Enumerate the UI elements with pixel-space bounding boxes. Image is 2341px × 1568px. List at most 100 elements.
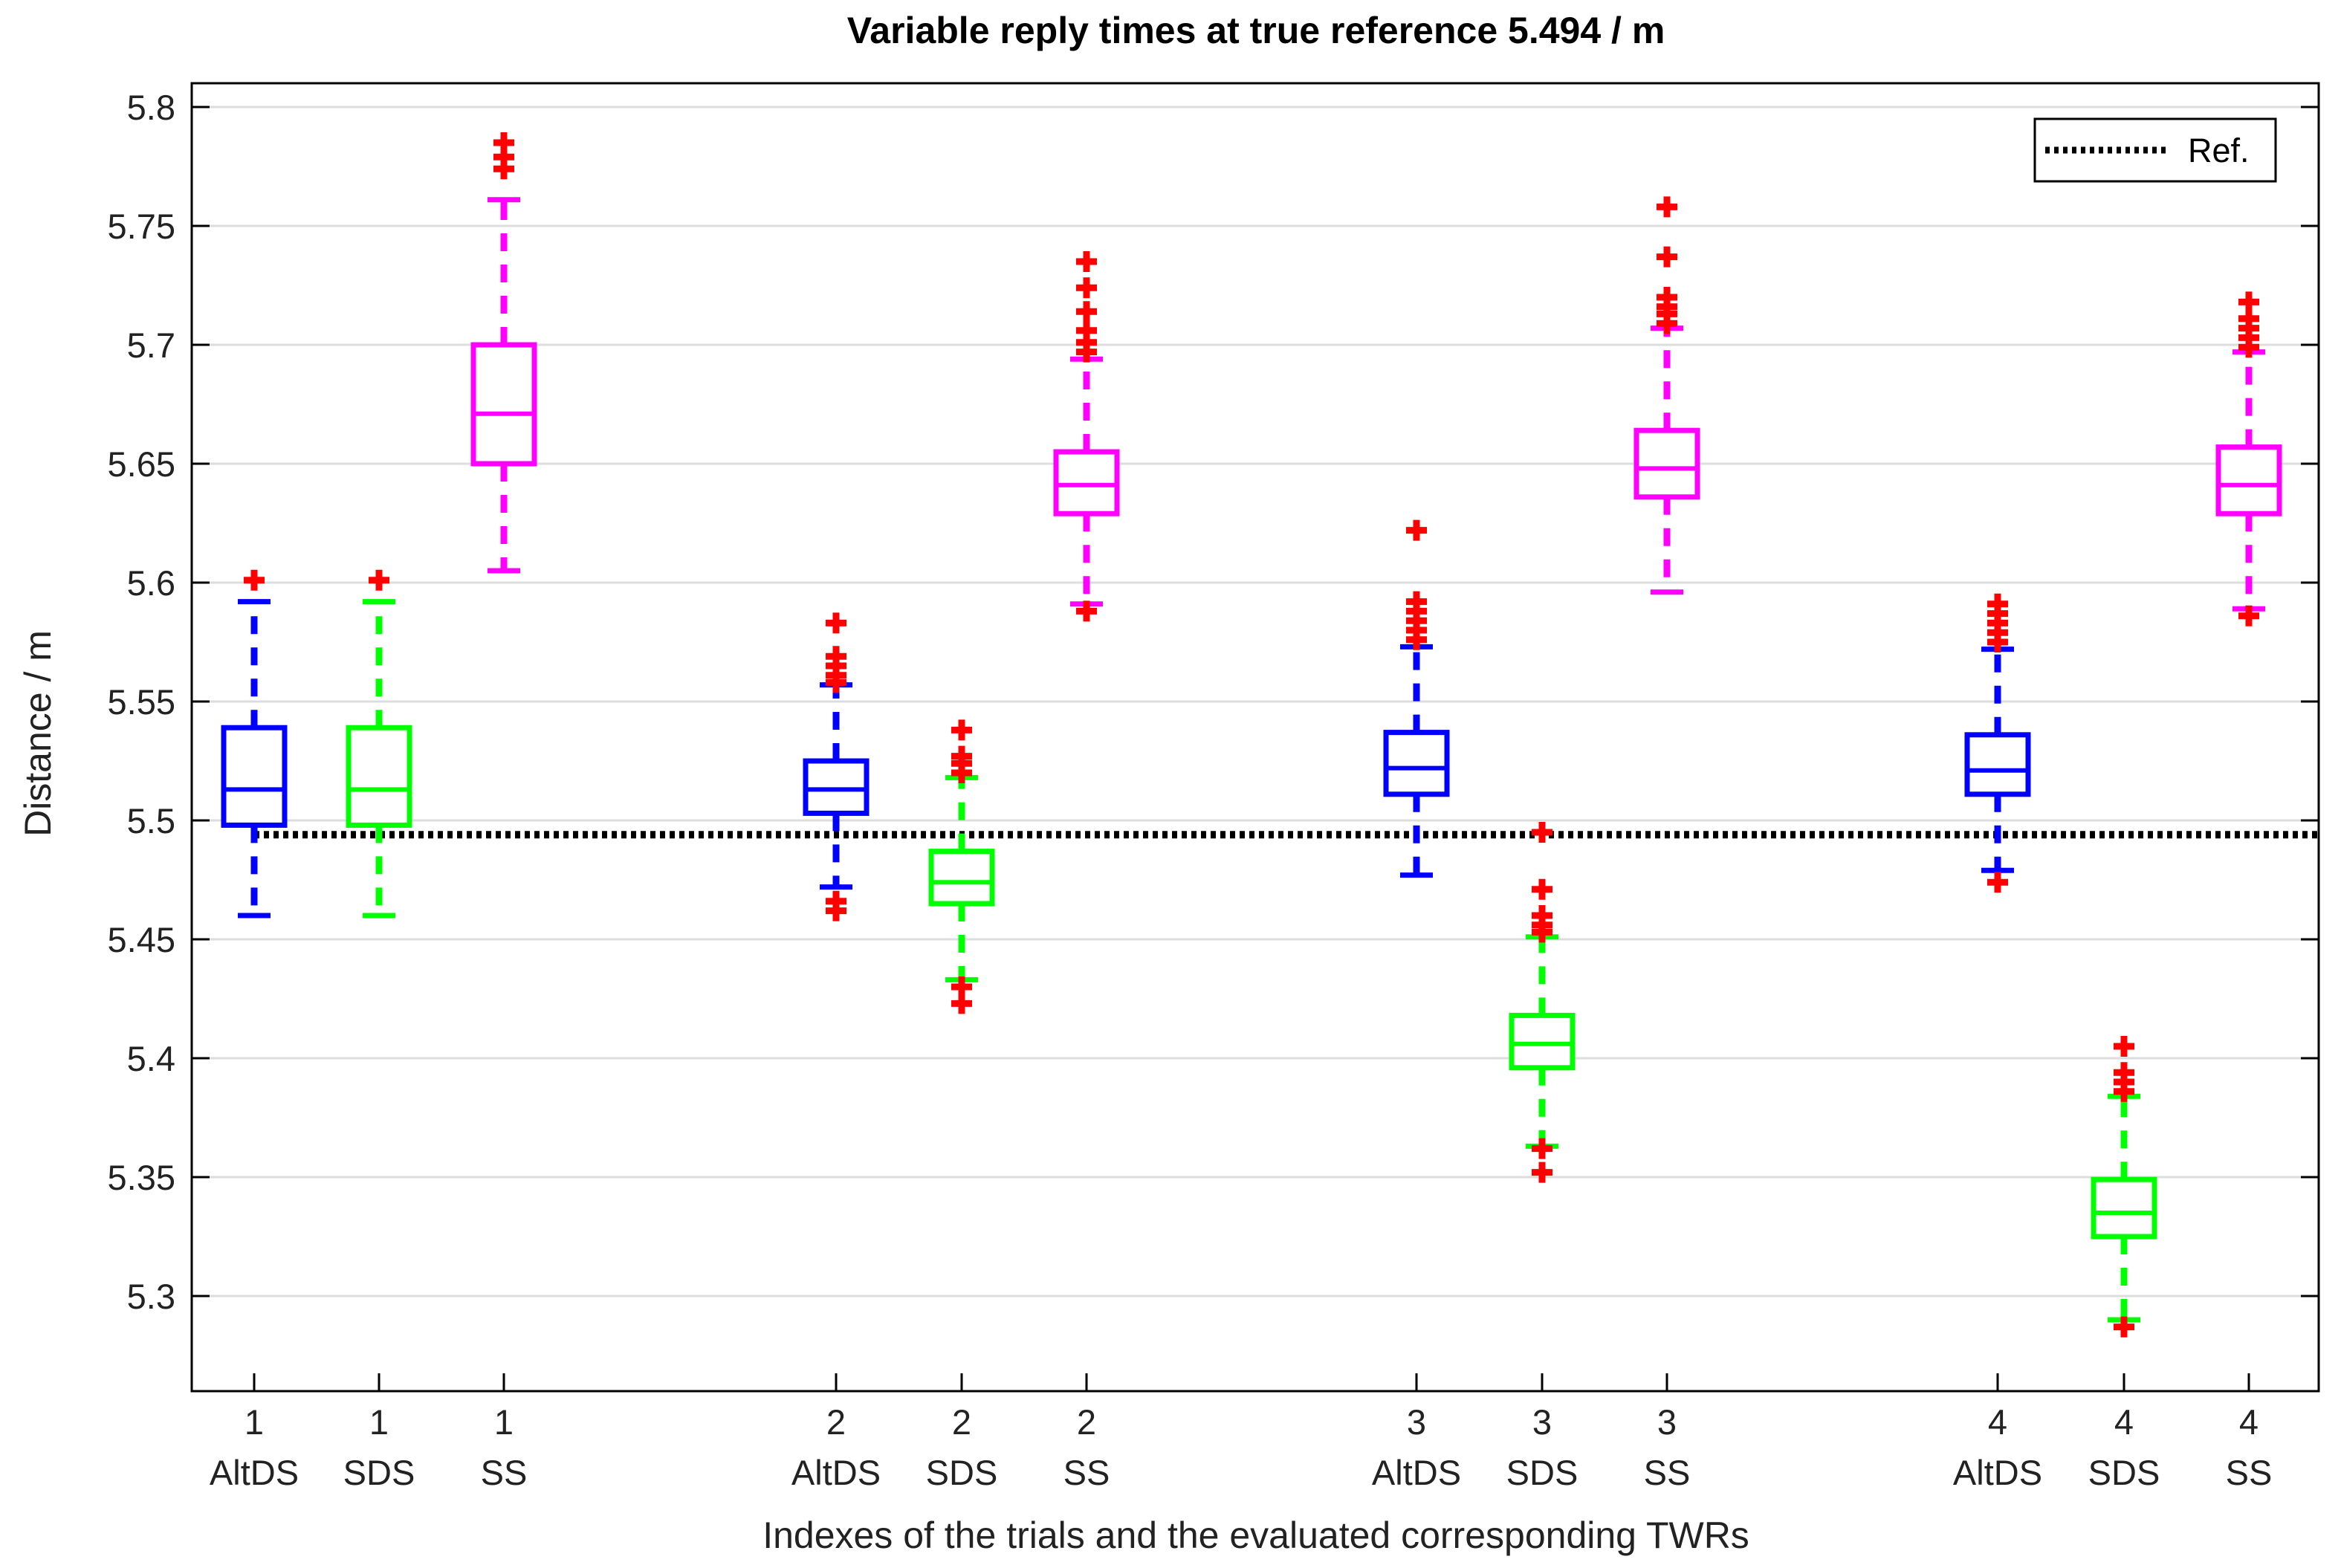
axes: 5.3 5.35 5.4 5.45 5.5 5.55 5.6 5.65 5.7 5.75 5.8 1 A… <box>108 82 2320 1492</box>
y-axis-label: Distance / m <box>17 630 59 837</box>
x-tick-label-trial: 2 <box>952 1402 971 1442</box>
x-tick-label-trial: 3 <box>1657 1402 1677 1442</box>
y-tick-label: 5.8 <box>127 88 175 127</box>
outlier-point <box>826 646 846 667</box>
y-tick-label: 5.4 <box>127 1039 175 1078</box>
outlier-point <box>826 890 846 912</box>
iqr-box <box>2215 444 2282 516</box>
x-tick-label-trial: 4 <box>1988 1402 2007 1442</box>
x-tick-label-method: SS <box>1644 1453 1691 1492</box>
y-tick-label: 5.7 <box>127 325 175 365</box>
x-tick-label-trial: 3 <box>1407 1402 1426 1442</box>
chart-title: Variable reply times at true reference 5… <box>847 10 1665 51</box>
outlier-point <box>1076 320 1097 341</box>
iqr-box <box>803 758 870 816</box>
iqr-box <box>221 725 288 828</box>
outlier-point <box>1076 600 1097 622</box>
legend-ref-label: Ref. <box>2188 132 2250 169</box>
x-tick-label-method: SDS <box>2088 1453 2160 1492</box>
iqr-box <box>1509 1012 1576 1071</box>
outlier-point <box>2114 1036 2134 1057</box>
box-3-altds <box>1383 519 1450 878</box>
x-axis-label: Indexes of the trials and the evaluated … <box>762 1514 1749 1556</box>
outlier-point <box>369 569 389 591</box>
iqr-box <box>928 849 995 907</box>
plot-frame <box>190 82 2320 1393</box>
x-tick-label-trial: 4 <box>2114 1402 2134 1442</box>
outlier-point <box>2114 1062 2134 1083</box>
x-tick-label-method: AltDS <box>1953 1453 2042 1492</box>
outlier-point <box>1657 287 1677 308</box>
iqr-box <box>2091 1176 2157 1240</box>
outlier-point <box>2114 1316 2134 1338</box>
outlier-point <box>2238 291 2259 313</box>
x-tick-label-method: SS <box>1063 1453 1110 1492</box>
iqr-box <box>346 725 412 828</box>
outlier-point <box>951 745 972 767</box>
outlier-point <box>1532 905 1552 926</box>
outlier-point <box>826 612 846 634</box>
x-tick-label-method: AltDS <box>791 1453 881 1492</box>
x-tick-label-trial: 1 <box>245 1402 264 1442</box>
y-tick-label: 5.45 <box>108 920 175 959</box>
x-tick-label-trial: 3 <box>1532 1402 1552 1442</box>
x-tick-label-trial: 2 <box>826 1402 846 1442</box>
iqr-box <box>1633 427 1700 500</box>
box-2-sds <box>928 719 995 1014</box>
outlier-point <box>1532 1138 1552 1159</box>
outlier-point <box>1532 822 1552 843</box>
outlier-point <box>1532 1162 1552 1183</box>
box-4-altds <box>1964 593 2031 893</box>
x-tick-label-trial: 1 <box>369 1402 389 1442</box>
outlier-point <box>951 976 972 997</box>
x-tick-label-method: SDS <box>926 1453 998 1492</box>
grid-lines <box>192 106 2319 1298</box>
outlier-point <box>1657 246 1677 268</box>
x-tick-label-method: SS <box>481 1453 528 1492</box>
outlier-point <box>951 719 972 741</box>
x-tick-label-trial: 2 <box>1077 1402 1096 1442</box>
x-tick-label-trial: 4 <box>2239 1402 2259 1442</box>
x-tick-label-trial: 1 <box>494 1402 514 1442</box>
outlier-point <box>244 569 265 591</box>
outlier-point <box>1076 277 1097 299</box>
iqr-box <box>470 342 537 467</box>
iqr-box <box>1383 730 1450 797</box>
outlier-point <box>1076 301 1097 323</box>
box-4-sds <box>2091 1036 2157 1338</box>
box-2-ss <box>1053 251 1120 622</box>
y-tick-label: 5.6 <box>127 563 175 603</box>
box-3-ss <box>1633 196 1700 595</box>
y-tick-label: 5.75 <box>108 207 175 246</box>
y-tick-label: 5.65 <box>108 444 175 484</box>
box-4-ss <box>2215 291 2282 626</box>
x-tick-label-method: AltDS <box>210 1453 299 1492</box>
x-tick-label-method: AltDS <box>1372 1453 1461 1492</box>
outlier-point <box>2238 605 2259 626</box>
y-tick-label: 5.55 <box>108 682 175 722</box>
legend: Ref. <box>2033 117 2277 183</box>
y-tick-label: 5.35 <box>108 1158 175 1197</box>
outlier-point <box>1987 872 2008 893</box>
iqr-box <box>1053 449 1120 516</box>
iqr-box <box>1964 732 2031 797</box>
outlier-point <box>1987 593 2008 615</box>
box-2-altds <box>803 612 870 921</box>
outlier-point <box>1657 196 1677 218</box>
y-tick-label: 5.5 <box>127 801 175 840</box>
boxes <box>221 132 2282 1338</box>
outlier-point <box>1076 251 1097 272</box>
box-3-sds <box>1509 822 1576 1183</box>
box-1-altds <box>221 569 288 919</box>
x-tick-label-method: SDS <box>1506 1453 1579 1492</box>
outlier-point <box>1406 519 1427 541</box>
box-1-sds <box>346 569 412 919</box>
x-tick-label-method: SS <box>2226 1453 2273 1492</box>
outlier-point <box>1406 591 1427 612</box>
outlier-point <box>493 132 514 153</box>
outlier-point <box>1532 878 1552 900</box>
x-tick-label-method: SDS <box>343 1453 415 1492</box>
box-1-ss <box>470 132 537 574</box>
y-tick-label: 5.3 <box>127 1277 175 1316</box>
